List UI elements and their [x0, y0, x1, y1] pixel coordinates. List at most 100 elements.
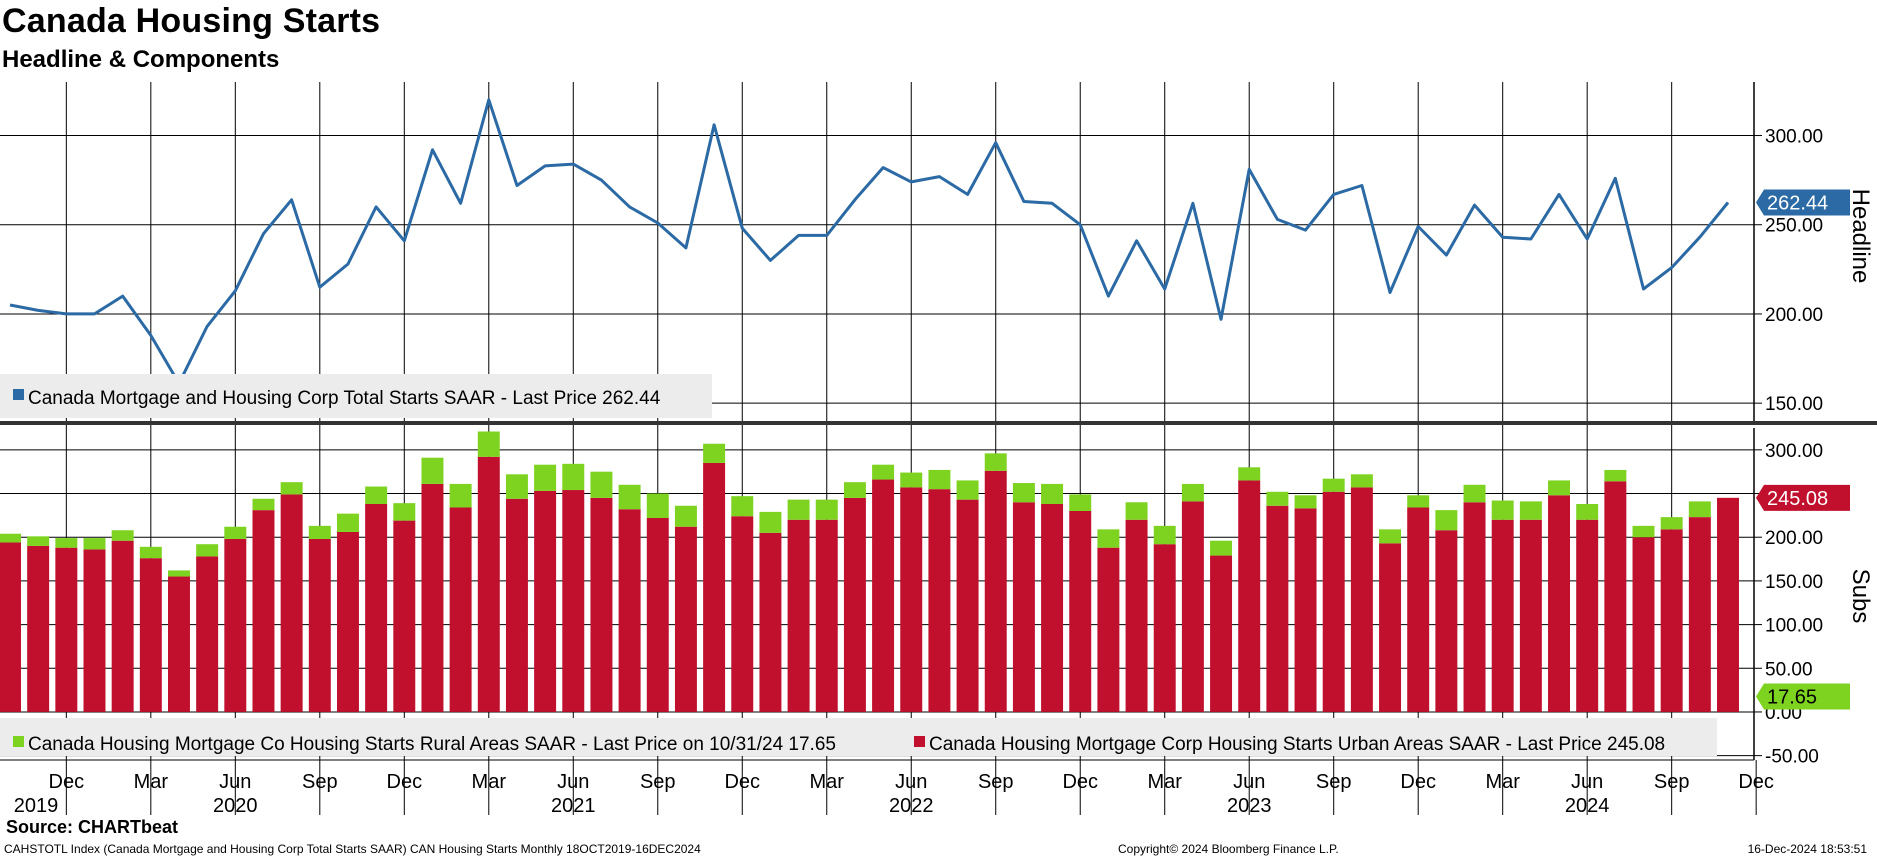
rural-bar — [1604, 469, 1627, 482]
urban-bar — [280, 494, 303, 712]
subs-axis-label: Subs — [1847, 569, 1874, 624]
rural-bar — [1041, 483, 1064, 505]
rural-last-value-tag: 17.65 — [1756, 683, 1850, 710]
rural-bar — [956, 480, 979, 500]
urban-bar — [1181, 501, 1204, 712]
headline-legend: Canada Mortgage and Housing Corp Total S… — [0, 374, 712, 418]
rural-bar — [1660, 517, 1683, 530]
rural-bar — [1322, 478, 1345, 492]
urban-bar — [1294, 508, 1317, 712]
rural-bar — [731, 496, 754, 517]
urban-bar — [1041, 504, 1064, 712]
urban-bar — [1125, 519, 1148, 712]
urban-bar — [1097, 547, 1120, 712]
urban-bar — [1379, 543, 1402, 712]
subs-legend: Canada Housing Mortgage Co Housing Start… — [0, 718, 1717, 756]
x-month-label: Mar — [1485, 771, 1520, 793]
rural-bar — [1069, 494, 1092, 511]
x-month-label: Dec — [49, 771, 85, 793]
value-tag-shape — [1756, 189, 1850, 216]
rural-bar — [1407, 495, 1430, 508]
urban-bar — [336, 531, 359, 712]
value-tag-label: 245.08 — [1767, 488, 1828, 510]
urban-bar — [27, 545, 50, 712]
urban-bar — [421, 483, 444, 712]
urban-bar — [872, 479, 895, 712]
value-tag-shape — [1756, 683, 1850, 710]
urban-bar — [139, 558, 162, 712]
x-month-label: Dec — [1400, 771, 1436, 793]
rural-bar — [421, 457, 444, 484]
urban-bar — [1153, 544, 1176, 712]
urban-bar — [196, 556, 219, 712]
rural-bar — [1012, 483, 1035, 503]
legend-entry-label: Canada Housing Mortgage Co Housing Start… — [28, 734, 836, 755]
urban-last-value-tag: 245.08 — [1756, 484, 1850, 511]
urban-bar — [590, 497, 613, 712]
rural-bar — [1435, 510, 1458, 531]
rural-bar — [477, 431, 500, 457]
x-month-label: Jun — [895, 771, 927, 793]
headline-y-tick-label: 250.00 — [1765, 216, 1823, 237]
headline-series-line — [9, 98, 1730, 385]
rural-bar — [534, 464, 557, 491]
footer-copyright: Copyright© 2024 Bloomberg Finance L.P. — [1118, 842, 1339, 856]
x-month-label: Mar — [1147, 771, 1182, 793]
rural-bar — [224, 526, 247, 539]
subs-y-tick-label: 100.00 — [1765, 616, 1823, 637]
rural-bar — [618, 484, 641, 510]
urban-bar — [674, 526, 697, 712]
x-axis: Dec Mar Jun Sep Dec Mar Jun Sep Dec Mar Jun Sep Dec M… — [0, 759, 1774, 815]
headline-y-tick-label: 200.00 — [1765, 305, 1823, 326]
footer-timestamp: 16-Dec-2024 18:53:51 — [1747, 842, 1867, 856]
urban-bar — [562, 490, 585, 712]
x-year-label: 2019 — [14, 795, 59, 815]
rural-bar — [365, 486, 388, 505]
urban-bar — [787, 519, 810, 712]
rural-bar — [83, 538, 106, 550]
rural-bar — [1097, 529, 1120, 548]
rural-bar — [393, 503, 416, 521]
rural-bar — [872, 464, 895, 480]
headline-axis-label: Headline — [1847, 189, 1874, 284]
rural-bar — [139, 546, 162, 559]
legend-entry-label: Canada Housing Mortgage Corp Housing Sta… — [929, 734, 1665, 755]
urban-bar — [759, 532, 782, 712]
x-year-label: 2020 — [213, 795, 258, 815]
urban-bar — [0, 542, 21, 712]
rural-bar — [900, 472, 923, 488]
x-month-label: Sep — [1316, 771, 1352, 793]
chart-subtitle: Headline & Components — [2, 46, 280, 73]
urban-bar — [393, 520, 416, 712]
rural-bar — [167, 570, 190, 577]
rural-bar — [1181, 483, 1204, 502]
rural-bar — [1632, 525, 1655, 538]
headline-y-tick-label: 150.00 — [1765, 394, 1823, 415]
urban-bar — [815, 519, 838, 712]
headline-points — [9, 99, 1729, 384]
rural-bar — [1350, 474, 1373, 488]
rural-bar — [1153, 525, 1176, 545]
urban-bar — [1407, 507, 1430, 712]
source-note: Source: CHARTbeat — [6, 817, 179, 837]
subs-y-tick-label: 150.00 — [1765, 572, 1823, 593]
rural-bar — [505, 474, 528, 499]
rural-bar — [674, 505, 697, 527]
headline-y-tick-label: 300.00 — [1765, 127, 1823, 148]
rural-bar — [759, 511, 782, 533]
x-month-label: Dec — [1738, 771, 1774, 793]
urban-bar — [449, 507, 472, 712]
value-tag-label: 262.44 — [1767, 193, 1828, 215]
urban-bar — [1688, 517, 1711, 712]
urban-bar — [83, 549, 106, 712]
urban-bar — [1632, 537, 1655, 712]
chart-title: Canada Housing Starts — [2, 2, 381, 40]
urban-bar — [1012, 502, 1035, 712]
chart-canvas: 150.00200.00250.00300.00-50.000.0050.001… — [0, 82, 1877, 815]
rural-bar — [1379, 529, 1402, 544]
urban-bar — [1322, 491, 1345, 712]
urban-bar — [1210, 555, 1233, 712]
urban-bar — [984, 470, 1007, 712]
legend-background — [0, 718, 1717, 756]
urban-bar — [252, 510, 275, 712]
